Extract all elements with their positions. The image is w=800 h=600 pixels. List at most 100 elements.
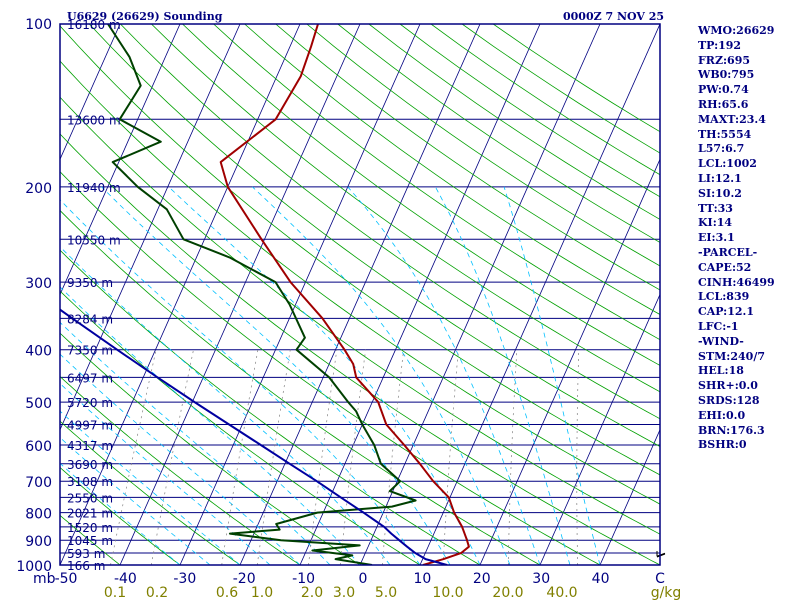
- dry-adiabat: [60, 332, 361, 565]
- height-label: 7350 m: [67, 344, 113, 358]
- index-item: EHI:0.0: [698, 408, 746, 422]
- pressure-label: 200: [25, 181, 52, 197]
- index-item: CAP:12.1: [698, 305, 755, 319]
- sounding-datetime: 0000Z 7 NOV 25: [563, 10, 664, 23]
- isotherm-line: [479, 158, 660, 565]
- dry-adiabat: [275, 24, 660, 291]
- temperature-label: -50: [55, 571, 78, 587]
- isotherm-line: [60, 24, 121, 161]
- dry-adiabat: [244, 24, 660, 315]
- index-item: RH:65.6: [698, 97, 749, 111]
- index-item: L57:6.7: [698, 142, 745, 156]
- index-item: CAPE:52: [698, 260, 752, 274]
- temperature-label: -20: [233, 571, 256, 587]
- mixing-ratio-label: 10.0: [432, 585, 463, 600]
- dry-adiabat: [60, 209, 541, 565]
- mixing-ratio-label: 1.0: [251, 585, 273, 600]
- isotherm-line: [419, 24, 660, 565]
- moist-adiabat: [347, 186, 541, 565]
- height-label: 4997 m: [67, 419, 113, 433]
- isotherm-line: [60, 24, 241, 431]
- dewpoint-profile: [107, 24, 417, 565]
- height-label: 2021 m: [67, 507, 113, 521]
- temperature-label: -30: [173, 571, 196, 587]
- mixing-ratio-label: 20.0: [492, 585, 523, 600]
- height-label: 3108 m: [67, 475, 113, 489]
- stability-indices: WMO:26629 TP:192 FRZ:695 WB0:795 PW:0.74 RH:6…: [698, 24, 775, 453]
- height-label: 3690 m: [67, 458, 113, 472]
- index-item: -WIND-: [698, 334, 744, 348]
- index-item: EI:3.1: [698, 231, 735, 245]
- dry-adiabat: [60, 25, 660, 476]
- temperature-label: -40: [114, 571, 137, 587]
- dry-adiabat: [60, 133, 660, 565]
- index-item: BSHR:0: [698, 438, 747, 452]
- index-item: BRN:176.3: [698, 423, 765, 437]
- index-item: TT:33: [698, 201, 733, 215]
- dry-adiabat: [120, 24, 660, 420]
- index-item: MAXT:23.4: [698, 112, 766, 126]
- isotherm-line: [60, 24, 181, 296]
- mixing-ratio-line: [308, 349, 338, 565]
- index-item: -PARCEL-: [698, 245, 758, 259]
- index-item: LCL:1002: [698, 157, 757, 171]
- parcel-profile: [60, 308, 448, 565]
- mixing-ratio-line: [221, 349, 259, 565]
- mixing-ratio-label: 3.0: [333, 585, 355, 600]
- wind-marker: [656, 551, 666, 558]
- dry-adiabat: [60, 96, 660, 535]
- pressure-label: 800: [25, 507, 52, 523]
- height-label: 166 m: [67, 559, 105, 573]
- temperature-label: 20: [473, 571, 491, 587]
- height-label: 2550 m: [67, 491, 113, 505]
- isotherm-line: [299, 24, 541, 565]
- temperature-label: 10: [413, 571, 431, 587]
- isotherm-line: [119, 24, 361, 565]
- moist-adiabat: [503, 186, 601, 565]
- height-label: 8284 m: [67, 312, 113, 326]
- height-label: 4317 m: [67, 439, 113, 453]
- index-item: LFC:-1: [698, 319, 739, 333]
- mixing-ratio-label: 0.1: [104, 585, 126, 600]
- moist-adiabat: [60, 321, 331, 565]
- height-label: 9350 m: [67, 276, 113, 290]
- index-item: STM:240/7: [698, 349, 765, 363]
- height-label: 1045 m: [67, 534, 113, 548]
- plot-frame: [59, 23, 661, 566]
- temperature-label: 30: [532, 571, 550, 587]
- dry-adiabat: [151, 24, 660, 393]
- pressure-unit-label: mb: [33, 571, 56, 587]
- index-item: SRDS:128: [698, 393, 760, 407]
- dry-adiabat: [60, 466, 181, 565]
- height-label: 11940 m: [67, 181, 121, 195]
- isotherm-line: [539, 293, 660, 565]
- mixing-ratio-label: 0.2: [146, 585, 168, 600]
- height-label: 13600 m: [67, 113, 121, 127]
- dry-adiabat: [182, 24, 660, 366]
- wind-barb: [656, 552, 666, 557]
- temperature-profile: [219, 24, 470, 565]
- mixing-ratio-line: [507, 349, 518, 565]
- chart-title: U6629 (26629) Sounding: [67, 10, 223, 23]
- index-item: LCL:839: [698, 290, 750, 304]
- pressure-label: 700: [25, 475, 52, 491]
- dry-adiabat: [60, 60, 660, 505]
- mixing-ratio-label: 40.0: [546, 585, 577, 600]
- mixing-ratio-line: [256, 349, 291, 565]
- dry-adiabat: [60, 514, 121, 565]
- mixing-ratio-line: [442, 349, 459, 565]
- dry-adiabat: [89, 24, 660, 447]
- dry-adiabat: [213, 24, 660, 341]
- pressure-label: 400: [25, 344, 52, 360]
- mixing-ratio-label: 2.0: [301, 585, 323, 600]
- mixing-ratio-line: [339, 349, 367, 565]
- moist-adiabat: [60, 286, 361, 565]
- pressure-label: 900: [25, 534, 52, 550]
- pressure-label: 100: [25, 17, 52, 33]
- index-item: HEL:18: [698, 364, 744, 378]
- mixing-ratio-line: [150, 349, 194, 565]
- isotherm-line: [239, 24, 481, 565]
- index-item: KI:14: [698, 216, 733, 230]
- index-item: CINH:46499: [698, 275, 775, 289]
